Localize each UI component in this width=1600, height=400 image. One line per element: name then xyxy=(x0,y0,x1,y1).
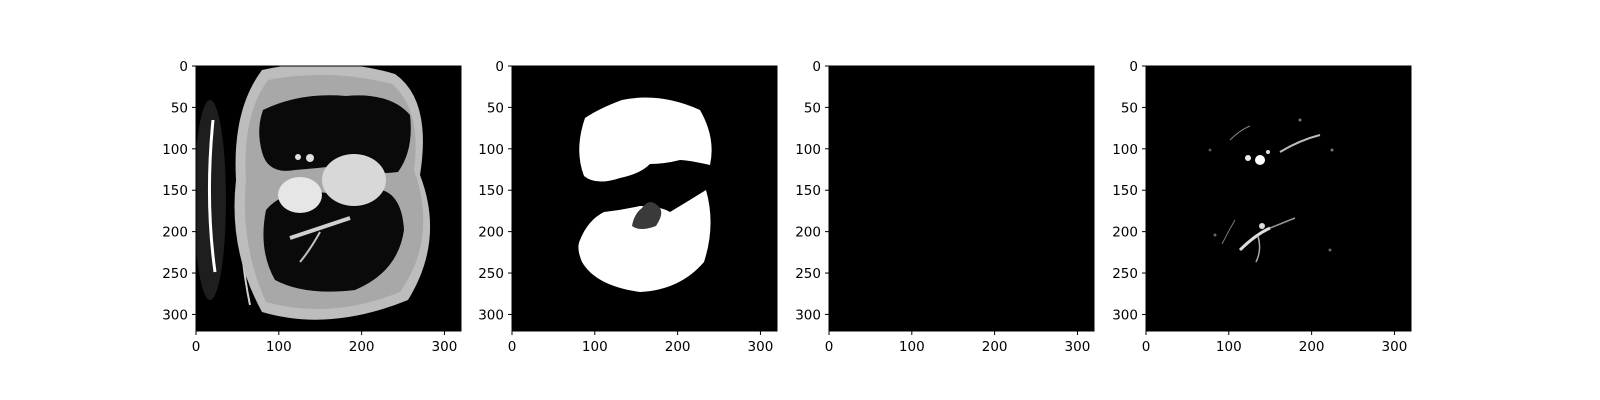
panel-ct-slice xyxy=(195,65,462,332)
vessel-image-background xyxy=(1146,66,1411,331)
empty-mask-y-tick-label: 250 xyxy=(795,266,821,282)
empty-mask-y-tick-label: 300 xyxy=(795,307,821,323)
empty-image xyxy=(829,66,1094,331)
vessel-map-y-tick-label: 250 xyxy=(1112,266,1138,282)
lung-mask-x-tick-label: 100 xyxy=(582,339,608,355)
vessel-axes-frame xyxy=(1145,65,1412,332)
lung-mask-x-tick-label: 0 xyxy=(508,339,517,355)
lung-mask-y-tick-label: 150 xyxy=(478,183,504,199)
vessel-map-x-tick-label: 200 xyxy=(1299,339,1325,355)
ct-slice-x-tick-label: 0 xyxy=(192,339,201,355)
lung-mask-y-tick-label: 0 xyxy=(495,59,504,75)
panel-vessel-map xyxy=(1145,65,1412,332)
empty-mask-y-tick-label: 150 xyxy=(795,183,821,199)
ct-slice-y-tick-label: 200 xyxy=(162,225,188,241)
lung-mask-y-tick-label: 250 xyxy=(478,266,504,282)
mask-axes-frame xyxy=(511,65,778,332)
ct-slice-y-tick-label: 300 xyxy=(162,307,188,323)
ct-axes-frame xyxy=(195,65,462,332)
lung-mask-y-tick-label: 100 xyxy=(478,142,504,158)
empty-mask-y-tick-label: 0 xyxy=(812,59,821,75)
ct-slice-y-tick-label: 250 xyxy=(162,266,188,282)
vessel-map-x-tick-label: 300 xyxy=(1382,339,1408,355)
lung-mask-y-tick-label: 50 xyxy=(487,100,504,116)
empty-mask-x-tick-label: 0 xyxy=(825,339,834,355)
empty-mask-y-tick-label: 200 xyxy=(795,225,821,241)
ct-slice-y-tick-label: 50 xyxy=(171,100,188,116)
vessel-map-y-tick-label: 150 xyxy=(1112,183,1138,199)
lung-mask-y-tick-label: 200 xyxy=(478,225,504,241)
panel-lung-mask xyxy=(511,65,778,332)
vessel-map-x-tick-label: 100 xyxy=(1216,339,1242,355)
vessel-map-image xyxy=(1208,118,1334,263)
lung-mask-image xyxy=(578,97,712,292)
ct-slice-y-tick-label: 0 xyxy=(179,59,188,75)
ct-slice-x-tick-label: 300 xyxy=(432,339,458,355)
empty-mask-x-tick-label: 100 xyxy=(899,339,925,355)
lung-mask-y-tick-label: 300 xyxy=(478,307,504,323)
ct-slice-y-tick-label: 150 xyxy=(162,183,188,199)
empty-mask-y-tick-label: 50 xyxy=(804,100,821,116)
vessel-map-y-tick-label: 300 xyxy=(1112,307,1138,323)
empty-mask-y-tick-label: 100 xyxy=(795,142,821,158)
ct-slice-image xyxy=(196,66,431,320)
lung-mask-x-tick-label: 200 xyxy=(665,339,691,355)
ct-slice-y-tick-label: 100 xyxy=(162,142,188,158)
empty-axes-frame xyxy=(828,65,1095,332)
ct-slice-x-tick-label: 200 xyxy=(349,339,375,355)
empty-mask-x-tick-label: 300 xyxy=(1065,339,1091,355)
vessel-map-y-tick-label: 200 xyxy=(1112,225,1138,241)
vessel-map-y-tick-label: 0 xyxy=(1129,59,1138,75)
vessel-map-y-tick-label: 50 xyxy=(1121,100,1138,116)
lung-mask-x-tick-label: 300 xyxy=(748,339,774,355)
empty-mask-x-tick-label: 200 xyxy=(982,339,1008,355)
vessel-map-y-tick-label: 100 xyxy=(1112,142,1138,158)
ct-slice-x-tick-label: 100 xyxy=(266,339,292,355)
panel-empty-mask xyxy=(828,65,1095,332)
vessel-map-x-tick-label: 0 xyxy=(1142,339,1151,355)
